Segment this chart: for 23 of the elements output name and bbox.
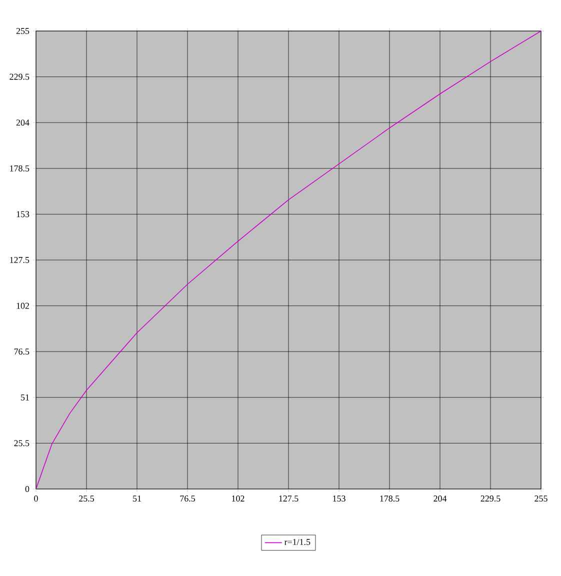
y-tick-label: 127.5 [10, 256, 30, 264]
x-tick-label: 178.5 [380, 496, 400, 502]
x-tick-label: 0 [34, 496, 38, 502]
x-tick-label: 51 [133, 496, 141, 502]
x-tick-label: 229.5 [480, 496, 500, 502]
y-tick-label: 153 [16, 211, 30, 218]
y-tick-label: 76.5 [14, 348, 30, 355]
x-tick-label: 102 [232, 496, 244, 502]
y-tick-label: 229.5 [10, 74, 30, 80]
legend-label: r=1/1.5 [284, 538, 310, 546]
y-tick-label: 0 [25, 486, 30, 492]
y-tick-label: 102 [16, 302, 29, 309]
y-tick-label: 178.5 [10, 165, 30, 172]
y-tick-label: 204 [16, 120, 30, 126]
x-tick-label: 255 [534, 496, 548, 502]
y-tick-label: 255 [16, 28, 30, 34]
x-tick-label: 204 [434, 496, 447, 502]
x-tick-label: 127.5 [279, 496, 298, 502]
x-tick-label: 76.5 [180, 496, 196, 502]
y-tick-label: 25.5 [14, 440, 30, 446]
y-tick-label: 51 [21, 394, 29, 400]
x-tick-label: 25.5 [79, 496, 94, 502]
x-tick-label: 153 [333, 496, 346, 502]
